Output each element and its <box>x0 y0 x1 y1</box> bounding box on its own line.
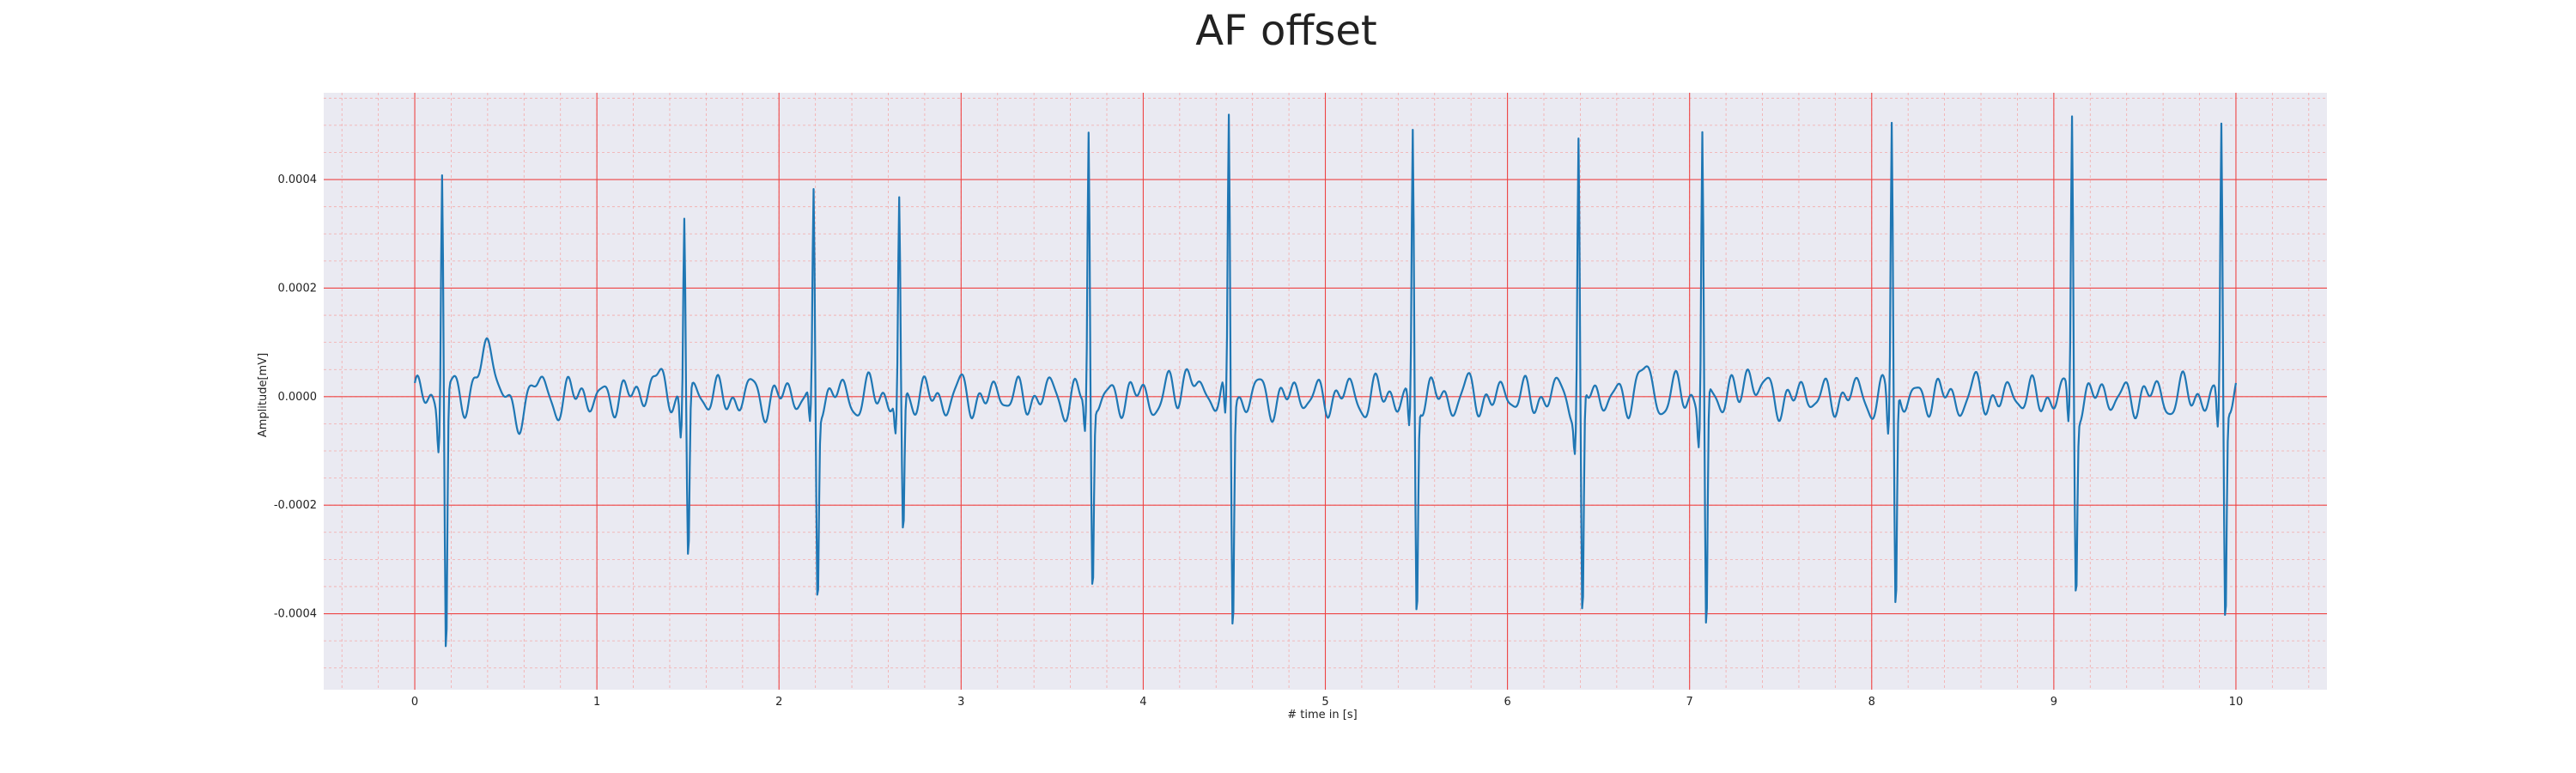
chart-title: AF offset <box>1195 7 1377 55</box>
plot-area <box>324 93 2327 690</box>
x-tick-label: 7 <box>1686 696 1693 709</box>
x-tick-label: 1 <box>593 696 600 709</box>
x-tick-label: 5 <box>1321 696 1328 709</box>
x-tick-label: 6 <box>1504 696 1510 709</box>
x-axis: 0 1 2 3 4 5 6 7 8 9 10 <box>411 696 2243 709</box>
major-grid <box>324 93 2327 690</box>
y-tick-label: -0.0002 <box>274 499 317 512</box>
series-line <box>413 113 2238 648</box>
x-tick-label: 4 <box>1139 696 1146 709</box>
x-tick-label: 8 <box>1868 696 1875 709</box>
x-axis-label: # time in [s] <box>1287 709 1357 721</box>
x-tick-label: 3 <box>957 696 964 709</box>
x-tick-label: 10 <box>2229 696 2244 709</box>
x-tick-label: 9 <box>2050 696 2057 709</box>
y-tick-label: 0.0002 <box>278 282 318 295</box>
x-tick-label: 0 <box>411 696 418 709</box>
y-tick-label: -0.0004 <box>274 608 317 621</box>
y-axis-label: Amplitude[mV] <box>257 353 270 437</box>
y-axis: -0.0004 -0.0002 0.0000 0.0002 0.0004 <box>274 173 317 620</box>
y-tick-label: 0.0000 <box>278 391 318 404</box>
y-tick-label: 0.0004 <box>278 173 318 186</box>
x-tick-label: 2 <box>775 696 782 709</box>
